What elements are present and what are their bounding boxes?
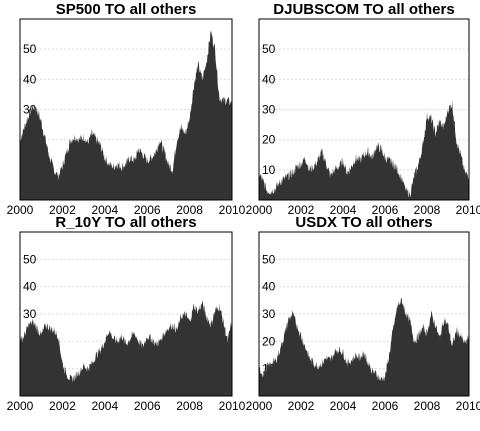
series-area (259, 100, 469, 200)
y-tick-label: 50 (23, 252, 37, 266)
panel-2: 10 20 30 40 50 2000 2002 2004 2006 2008 2010 DJUBSC… (246, 1, 480, 217)
x-tick-label: 2002 (288, 203, 315, 217)
panel-1: 1020304050200020022004200620082010SP500 … (7, 1, 246, 217)
x-tick-label: 2010 (456, 399, 480, 413)
panel-3: 1020304050200020022004200620082010R_10Y … (7, 214, 246, 413)
series-area (20, 29, 232, 200)
y-tick-label: 30 (23, 307, 37, 321)
y-tick-label: 40 (262, 280, 276, 294)
y-tick-label: 50 (262, 252, 276, 266)
x-tick-label: 2006 (134, 203, 161, 217)
y-tick-label: 20 (262, 133, 276, 147)
series-area (259, 297, 469, 396)
x-tick-label: 2010 (219, 203, 246, 217)
panel-title: DJUBSCOM TO all others (273, 1, 454, 18)
x-tick-label: 2000 (7, 203, 34, 217)
x-tick-label: 2008 (414, 399, 441, 413)
x-tick-label: 2004 (91, 203, 118, 217)
x-tick-label: 2006 (372, 203, 399, 217)
panel-title: USDX TO all others (295, 214, 432, 231)
x-tick-label: 2008 (414, 203, 441, 217)
y-tick-label: 40 (23, 280, 37, 294)
x-tick-label: 2008 (176, 399, 203, 413)
plot-frame (19, 18, 233, 201)
y-tick-label: 10 (262, 163, 276, 177)
y-tick-label: 40 (23, 72, 37, 86)
x-tick-label: 2008 (176, 203, 203, 217)
x-tick-label: 2010 (456, 203, 480, 217)
plot-frame (258, 18, 470, 201)
panel-title: R_10Y TO all others (55, 214, 196, 231)
y-tick-label: 50 (23, 42, 37, 56)
x-tick-label: 2010 (219, 399, 246, 413)
series-area (20, 300, 232, 396)
x-tick-label: 2000 (7, 399, 34, 413)
x-tick-label: 2006 (134, 399, 161, 413)
x-tick-label: 2004 (330, 399, 357, 413)
x-tick-label: 2000 (246, 203, 273, 217)
plot-frame (19, 231, 233, 397)
plot-frame (258, 231, 470, 397)
x-tick-label: 2006 (372, 399, 399, 413)
x-tick-label: 2000 (246, 399, 273, 413)
y-tick-label: 30 (262, 103, 276, 117)
x-tick-label: 2002 (49, 399, 76, 413)
y-tick-label: 30 (262, 307, 276, 321)
panel-4: 1020304050200020022004200620082010USDX T… (246, 214, 480, 413)
x-tick-label: 2004 (330, 203, 357, 217)
y-tick-label: 20 (262, 334, 276, 348)
y-tick-label: 50 (262, 42, 276, 56)
panel-title: SP500 TO all others (56, 1, 197, 18)
x-tick-label: 2002 (49, 203, 76, 217)
x-tick-label: 2002 (288, 399, 315, 413)
y-tick-label: 40 (262, 72, 276, 86)
x-tick-label: 2004 (91, 399, 118, 413)
